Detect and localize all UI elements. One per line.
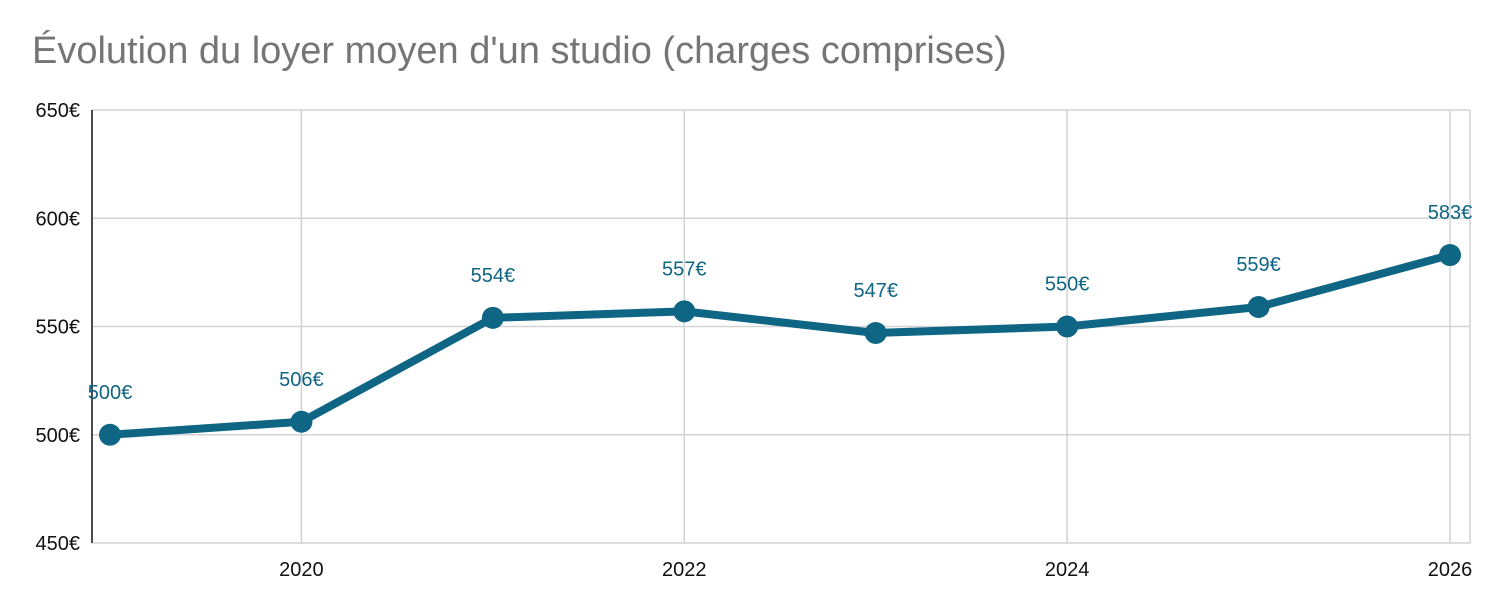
y-tick-label: 500€ — [36, 425, 81, 447]
y-tick-label: 550€ — [36, 317, 81, 339]
data-labels: 500€ 506€ 554€ 557€ 547€ 550€ 559€ 583€ — [88, 202, 1473, 404]
data-label: 506€ — [279, 369, 324, 391]
data-label: 550€ — [1045, 274, 1090, 296]
y-tick-label: 650€ — [36, 100, 81, 122]
data-label: 554€ — [471, 265, 516, 287]
data-point — [290, 410, 313, 433]
data-point — [481, 306, 504, 329]
y-tick-label: 450€ — [36, 533, 81, 555]
data-label: 583€ — [1428, 202, 1473, 224]
y-gridlines — [92, 109, 1470, 544]
data-point — [1439, 244, 1461, 267]
data-label: 547€ — [853, 280, 898, 302]
data-points — [99, 244, 1461, 446]
x-tick-label: 2026 — [1428, 559, 1473, 581]
data-label: 557€ — [662, 258, 707, 280]
data-point — [1247, 296, 1270, 319]
data-point — [99, 423, 121, 446]
x-gridlines — [300, 110, 1471, 543]
x-tick-label: 2022 — [662, 559, 707, 581]
x-tick-label: 2024 — [1045, 559, 1090, 581]
x-tick-labels: 2020 2022 2024 2026 — [279, 559, 1472, 581]
data-point — [864, 321, 887, 344]
x-tick-label: 2020 — [279, 559, 324, 581]
y-tick-labels: 450€ 500€ 550€ 600€ 650€ — [36, 100, 81, 555]
series-line-group — [106, 251, 1454, 439]
data-label: 500€ — [88, 382, 133, 404]
data-point — [1056, 315, 1079, 338]
chart-title: Évolution du loyer moyen d'un studio (ch… — [32, 30, 1007, 72]
data-label: 559€ — [1236, 254, 1281, 276]
data-point — [673, 300, 696, 323]
y-tick-label: 600€ — [36, 208, 81, 230]
series-line — [106, 251, 1454, 439]
